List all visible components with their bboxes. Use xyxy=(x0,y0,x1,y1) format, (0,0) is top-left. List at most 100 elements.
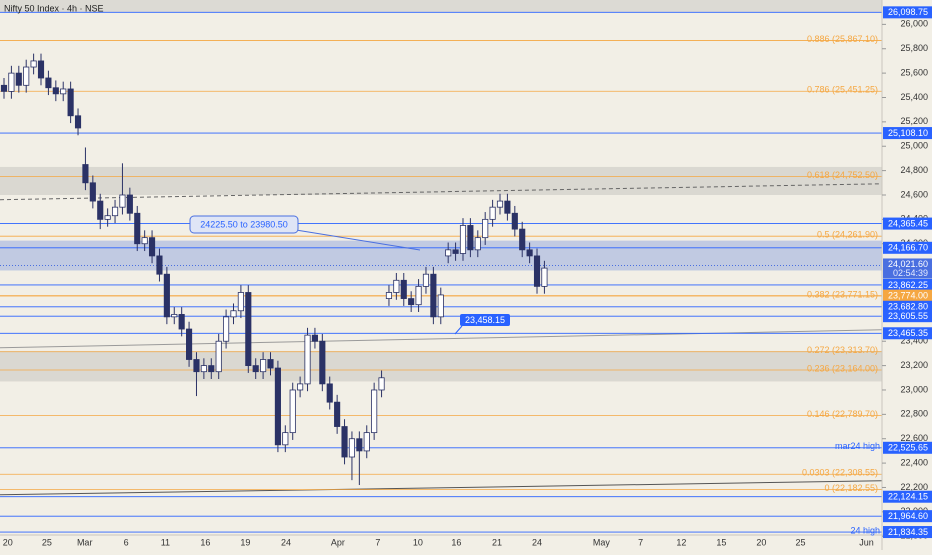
annotation-box xyxy=(460,314,510,326)
price-level-label: 23,465.35 xyxy=(888,328,928,338)
y-tick-label: 23,000 xyxy=(900,384,928,394)
candle-body xyxy=(52,87,59,95)
candles xyxy=(0,53,548,486)
x-tick-label: 20 xyxy=(3,537,13,547)
price-level-box xyxy=(883,310,932,323)
x-tick-label: 20 xyxy=(756,537,766,547)
countdown-label: 02:54:39 xyxy=(893,268,928,278)
candle-body xyxy=(163,273,170,318)
annotation-box xyxy=(189,215,299,234)
y-tick-label: 22,800 xyxy=(900,409,928,419)
price-level-box xyxy=(883,510,932,523)
zone xyxy=(0,240,882,271)
x-tick-label: 24 xyxy=(281,537,291,547)
candle-body xyxy=(496,200,504,208)
price-level-label: 24,365.45 xyxy=(888,218,928,228)
y-tick-label: 25,400 xyxy=(900,92,928,102)
candle-body xyxy=(378,377,385,391)
candle-body xyxy=(400,279,407,299)
candle-body xyxy=(519,228,526,251)
candle-body xyxy=(104,215,111,220)
price-level-box xyxy=(883,289,932,302)
candle-body xyxy=(489,206,496,220)
candle-body xyxy=(23,66,30,86)
candle-body xyxy=(533,255,541,287)
price-level-label: 22,525.65 xyxy=(888,443,928,453)
trendline xyxy=(0,329,883,349)
candle-body xyxy=(141,237,148,245)
price-level-box xyxy=(883,300,932,313)
zone xyxy=(0,0,882,13)
candle-body xyxy=(148,237,156,257)
candle-body xyxy=(415,285,422,306)
fib-label: 0.236 (23,164.00) xyxy=(807,363,878,373)
candle-body xyxy=(74,115,82,129)
candle-body xyxy=(126,194,133,214)
price-level-label: 23,862.25 xyxy=(888,280,928,290)
candle-body xyxy=(156,255,163,275)
x-tick-label: 15 xyxy=(716,537,726,547)
candle-body xyxy=(8,72,15,92)
fib-label: 0.618 (24,752.50) xyxy=(807,170,878,180)
y-tick-label: 24,600 xyxy=(900,189,928,199)
current-price-label: 24,021.60 xyxy=(888,259,928,269)
candle-body xyxy=(15,72,22,86)
x-tick-label: 7 xyxy=(638,537,643,547)
annotation-pointer xyxy=(295,229,421,251)
candle-body xyxy=(393,279,400,293)
fib-label: 0 (22,182.55) xyxy=(824,483,878,493)
candle-body xyxy=(97,200,104,220)
candle-body xyxy=(467,225,474,251)
candle-body xyxy=(541,267,548,287)
candle-body xyxy=(37,60,45,79)
x-tick-label: Jun xyxy=(859,537,874,547)
fib-label: 0.272 (23,313.70) xyxy=(807,345,878,355)
candle-body xyxy=(356,438,363,452)
candle-body xyxy=(134,212,141,245)
x-tick-label: May xyxy=(593,537,611,547)
fib-label: 0.0303 (22,308.55) xyxy=(802,468,878,478)
price-level-label: 22,124.15 xyxy=(888,492,928,502)
candle-body xyxy=(237,292,244,312)
y-tick-label: 25,000 xyxy=(900,141,928,151)
x-tick-label: 12 xyxy=(676,537,686,547)
fib-label: 0.886 (25,867.10) xyxy=(807,34,878,44)
candle-body xyxy=(474,237,481,251)
price-level-box xyxy=(883,127,932,140)
level-note: mar24 high xyxy=(835,441,880,451)
candle-body xyxy=(304,334,311,385)
candle-body xyxy=(208,365,215,373)
candle-body xyxy=(430,273,437,318)
candle-body xyxy=(445,249,452,257)
fib-label: 0.382 (23,771.15) xyxy=(807,289,878,299)
trendline xyxy=(0,480,883,496)
fib-label: 0.146 (22,789.70) xyxy=(807,409,878,419)
price-level-label: 21,834.35 xyxy=(888,527,928,537)
candle-body xyxy=(30,60,37,68)
candle-body xyxy=(297,383,304,391)
candle-body xyxy=(0,84,8,92)
y-tick-label: 25,200 xyxy=(900,116,928,126)
candle-body xyxy=(200,365,207,373)
zone xyxy=(0,350,882,382)
candle-body xyxy=(260,359,267,373)
x-tick-label: 16 xyxy=(200,537,210,547)
y-tick-label: 25,800 xyxy=(900,43,928,53)
candle-body xyxy=(171,314,178,318)
x-tick-label: 11 xyxy=(161,537,170,547)
candle-body xyxy=(230,310,237,318)
x-tick-label: 25 xyxy=(796,537,806,547)
candle-body xyxy=(252,365,259,373)
candle-body xyxy=(282,432,289,446)
candle-body xyxy=(119,194,126,208)
price-level-box xyxy=(883,327,932,340)
fib-label: 0.5 (24,261.90) xyxy=(817,230,878,240)
price-level-label: 23,774.00 xyxy=(888,291,928,301)
chart-title: Nifty 50 Index · 4h · NSE xyxy=(4,3,104,13)
x-tick-label: 10 xyxy=(413,537,423,547)
price-level-box xyxy=(883,278,932,291)
x-tick-label: 25 xyxy=(42,537,52,547)
candle-body xyxy=(408,298,415,306)
zone xyxy=(0,166,882,195)
